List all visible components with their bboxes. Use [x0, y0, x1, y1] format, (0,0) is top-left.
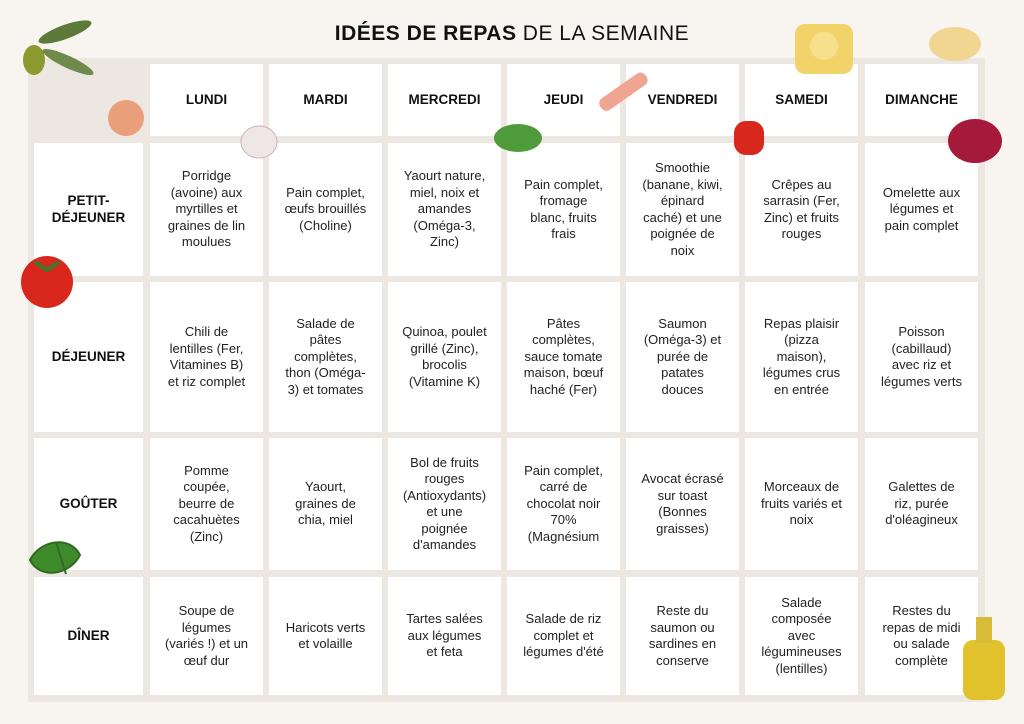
meal-header: PETIT-DÉJEUNER — [34, 143, 143, 276]
meal-cell: Repas plaisir (pizza maison), légumes cr… — [745, 282, 858, 432]
day-header: VENDREDI — [626, 64, 739, 136]
meal-cell: Yaourt nature, miel, noix et amandes (Om… — [388, 143, 501, 276]
meal-cell: Porridge (avoine) aux myrtilles et grain… — [150, 143, 263, 276]
meal-cell: Pâtes complètes, sauce tomate maison, bœ… — [507, 282, 620, 432]
day-header: MERCREDI — [388, 64, 501, 136]
meal-cell: Omelette aux légumes et pain complet — [865, 143, 978, 276]
meal-cell: Salade de pâtes complètes, thon (Oméga-3… — [269, 282, 382, 432]
meal-cell: Pomme coupée, beurre de cacahuètes (Zinc… — [150, 438, 263, 570]
meal-cell: Pain complet, carré de chocolat noir 70%… — [507, 438, 620, 570]
meal-cell: Reste du saumon ou sardines en conserve — [626, 577, 739, 695]
meal-cell: Saumon (Oméga-3) et purée de patates dou… — [626, 282, 739, 432]
meal-cell: Chili de lentilles (Fer, Vitamines B) et… — [150, 282, 263, 432]
meal-cell: Salade de riz complet et légumes d'été — [507, 577, 620, 695]
meal-header: DÎNER — [34, 577, 143, 695]
meal-cell: Quinoa, poulet grillé (Zinc), brocolis (… — [388, 282, 501, 432]
meal-cell: Poisson (cabillaud) avec riz et légumes … — [865, 282, 978, 432]
day-header: LUNDI — [150, 64, 263, 136]
meal-cell: Tartes salées aux légumes et feta — [388, 577, 501, 695]
meal-header: GOÛTER — [34, 438, 143, 570]
meal-cell: Bol de fruits rouges (Antioxydants) et u… — [388, 438, 501, 570]
title-bold: IDÉES DE REPAS — [334, 22, 517, 45]
meal-cell: Smoothie (banane, kiwi, épinard caché) e… — [626, 143, 739, 276]
meal-cell: Soupe de légumes (variés !) et un œuf du… — [150, 577, 263, 695]
meal-cell: Morceaux de fruits variés et noix — [745, 438, 858, 570]
meal-cell: Restes du repas de midi ou salade complè… — [865, 577, 978, 695]
meal-header: DÉJEUNER — [34, 282, 143, 432]
meal-cell: Salade composée avec légumineuses (lenti… — [745, 577, 858, 695]
meal-cell: Crêpes au sarrasin (Fer, Zinc) et fruits… — [745, 143, 858, 276]
meal-cell: Galettes de riz, purée d'oléagineux — [865, 438, 978, 570]
meal-cell: Pain complet, fromage blanc, fruits frai… — [507, 143, 620, 276]
day-header: SAMEDI — [745, 64, 858, 136]
day-header: DIMANCHE — [865, 64, 978, 136]
meal-cell: Haricots verts et volaille — [269, 577, 382, 695]
title-rest: DE LA SEMAINE — [522, 22, 690, 45]
day-header: JEUDI — [507, 64, 620, 136]
meal-cell: Pain complet, œufs brouillés (Choline) — [269, 143, 382, 276]
title: IDÉES DE REPAS DE LA SEMAINE — [0, 22, 1024, 46]
meal-cell: Yaourt, graines de chia, miel — [269, 438, 382, 570]
meal-cell: Avocat écrasé sur toast (Bonnes graisses… — [626, 438, 739, 570]
day-header: MARDI — [269, 64, 382, 136]
